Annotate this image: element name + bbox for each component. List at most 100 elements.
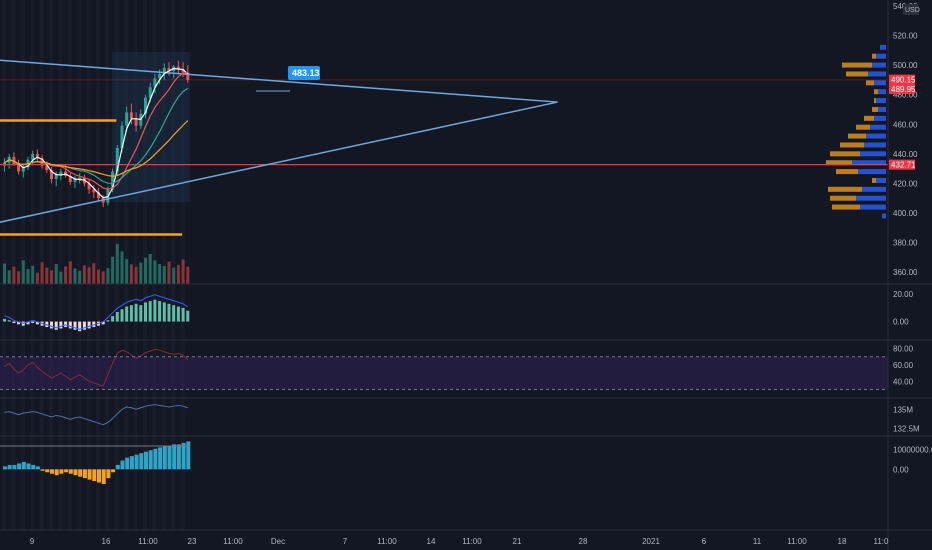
session-stripe: [49, 0, 53, 530]
volume-profile-up-bar: [864, 142, 886, 148]
time-tick-label: 11:00: [787, 537, 807, 546]
candle-body: [68, 176, 72, 182]
annotation-bubble: [288, 66, 320, 80]
time-tick-label: 9: [30, 537, 35, 546]
volume-bar: [87, 267, 91, 284]
oscillator-hist-bar: [73, 321, 77, 330]
volume-bar: [78, 270, 82, 284]
volume-bar: [3, 263, 6, 284]
oscillator-hist-bar: [111, 316, 115, 322]
momentum-bar: [26, 463, 31, 470]
time-tick-label: 21: [513, 537, 522, 546]
candle-body: [144, 97, 147, 114]
volume-profile-down-bar: [872, 177, 876, 183]
volume-bar: [59, 271, 63, 284]
time-tick-label: 11:00: [377, 537, 397, 546]
volume-bar: [181, 259, 185, 284]
volume-bar: [50, 270, 53, 284]
oscillator-hist-bar: [186, 310, 190, 322]
volume-bar: [129, 264, 133, 284]
price-tick-label: 500.00: [893, 61, 918, 70]
volume-bar: [162, 265, 166, 284]
momentum-bar: [139, 453, 144, 470]
momentum-bar: [87, 469, 92, 480]
oscillator-hist-bar: [125, 306, 129, 322]
time-tick-label: 11:00: [223, 537, 243, 546]
momentum-bar: [153, 448, 158, 470]
oscillator-hist-bar: [139, 305, 143, 322]
price-label-tag: [889, 159, 915, 170]
session-stripe: [133, 0, 138, 530]
volume-profile-up-bar: [880, 44, 886, 50]
price-tick-label: 460.00: [893, 120, 918, 129]
oscillator-hist-bar: [35, 321, 39, 325]
price-label-text: 432.71: [891, 161, 916, 170]
volume-profile-down-bar: [846, 71, 868, 77]
candle-body: [12, 156, 16, 165]
momentum-bar: [106, 469, 111, 479]
candle-body: [186, 72, 190, 80]
volume-bar: [40, 262, 44, 284]
momentum-bar: [59, 469, 64, 474]
candle-body: [92, 189, 96, 193]
oscillator-hist-bar: [26, 321, 30, 325]
momentum-bar: [125, 457, 130, 470]
candle-body: [87, 183, 91, 190]
candles-layer: [0, 0, 888, 530]
time-tick-label: 6: [702, 537, 707, 546]
volume-bar: [45, 267, 49, 284]
volume-bar: [167, 261, 171, 284]
price-tick-label: 360.00: [893, 268, 918, 277]
volume-bar: [148, 254, 152, 284]
volume-profile-up-bar: [876, 98, 886, 104]
price-tick-label: 480.00: [893, 91, 918, 100]
volume-bar: [158, 264, 162, 284]
oscillator-hist-bar: [120, 309, 124, 322]
session-stripe: [58, 0, 63, 530]
session-stripe: [86, 0, 91, 530]
rsi-tick-label: 40.00: [893, 377, 914, 386]
oscillator-hist-bar: [45, 321, 49, 328]
oscillator-hist-bar: [134, 303, 138, 322]
time-tick-label: 7: [343, 537, 348, 546]
time-tick-label: 16: [102, 537, 111, 546]
price-label-tag: [889, 83, 915, 94]
volume-profile-up-bar: [860, 151, 886, 157]
momentum-bar: [68, 469, 73, 474]
volume-bar: [31, 265, 35, 284]
price-label-text: 489.95: [891, 85, 916, 94]
volume-profile-down-bar: [842, 62, 872, 68]
volume-profile-up-bar: [860, 204, 886, 210]
momentum-bar: [144, 451, 148, 470]
price-tick-label: 380.00: [893, 239, 918, 248]
momentum-bar: [92, 469, 97, 482]
rsi-line: [4, 348, 189, 387]
momentum-bar: [158, 447, 163, 470]
time-tick-label: 23: [188, 537, 197, 546]
oscillator-hist-bar: [172, 305, 176, 322]
range-highlight: [112, 52, 190, 202]
volume-bar: [115, 244, 119, 284]
session-stripe: [11, 0, 16, 530]
momentum-bar: [73, 469, 78, 476]
oscillator-signal-line: [4, 294, 189, 330]
oscillator-hist-bar: [148, 301, 152, 322]
session-stripe: [171, 0, 176, 530]
candle-body: [45, 165, 49, 171]
volume-bar: [144, 257, 147, 284]
candle-body: [59, 171, 63, 175]
momentum-bar: [129, 456, 134, 470]
volume-bar: [21, 260, 25, 284]
momentum-bar: [101, 469, 106, 484]
currency-label[interactable]: USD: [903, 4, 920, 15]
volume-profile-down-bar: [840, 142, 864, 148]
volume-profile-down-bar: [848, 133, 866, 139]
volume-bar: [64, 266, 68, 284]
candle-body: [111, 171, 115, 190]
volume-bar: [186, 266, 190, 284]
oscillator-hist-bar: [106, 320, 110, 322]
momentum-bar: [45, 469, 50, 473]
candle-body: [97, 192, 100, 199]
volume-bar: [17, 271, 21, 284]
